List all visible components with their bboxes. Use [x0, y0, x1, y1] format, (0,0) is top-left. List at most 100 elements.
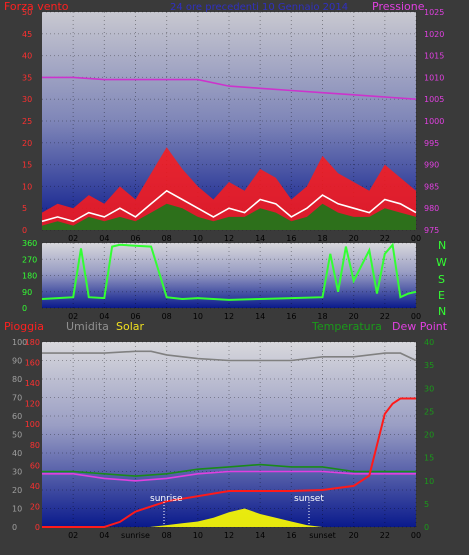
x-tick-label: 12 [224, 312, 234, 321]
x-tick-label: 00 [411, 531, 421, 540]
x-tick-label: 08 [162, 312, 172, 321]
y-rain-tick-label: 0 [35, 523, 40, 532]
y-rain-tick-label: 160 [25, 359, 40, 368]
y-left-tick-label: 0 [22, 304, 27, 313]
axes-labels: 02 04 06 08 10 12 14 16 18 20 22 000510152025303540… [12, 8, 444, 540]
x-tick-label: 16 [286, 531, 296, 540]
y-left-tick-label: 50 [22, 8, 32, 17]
y-rain-tick-label: 180 [25, 338, 40, 347]
y-rain-tick-label: 20 [30, 502, 40, 511]
x-tick-label: 12 [224, 531, 234, 540]
x-tick-label: 18 [317, 312, 327, 321]
label-pressione: Pressione [372, 0, 425, 13]
series-line [42, 76, 417, 100]
panel3-series [42, 350, 417, 528]
y-rain-tick-label: 100 [25, 420, 40, 429]
y-left-tick-label: 100 [12, 338, 27, 347]
x-tick-label: 20 [349, 234, 359, 243]
y-right-tick-label: 1025 [424, 8, 444, 17]
label-pioggia: Pioggia [4, 320, 44, 333]
y-left-tick-label: 20 [12, 486, 22, 495]
series-line [41, 189, 417, 223]
series-line [42, 350, 417, 362]
x-tick-label: 10 [193, 234, 203, 243]
y-right-tick-label: 20 [424, 431, 434, 440]
y-left-tick-label: 30 [22, 95, 32, 104]
sunrise-label: sunrise [150, 494, 183, 504]
y-right-tick-label: 1015 [424, 52, 444, 61]
x-tick-label: 22 [380, 234, 390, 243]
x-tick-label: 20 [349, 531, 359, 540]
label-title-date: 24 ore precedenti 10 Gennaio 2014 [170, 2, 348, 13]
y-left-tick-label: 35 [22, 73, 32, 82]
series-area [42, 508, 416, 527]
x-tick-label: 14 [255, 312, 265, 321]
y-right-tick-label: 5 [424, 500, 429, 509]
label-forza-vento: Forza vento [4, 0, 69, 13]
y-left-tick-label: 5 [22, 204, 27, 213]
y-right-tick-label: 10 [424, 477, 434, 486]
panel2-grid [42, 242, 417, 309]
x-tick-label: 08 [162, 531, 172, 540]
x-tick-label: 00 [411, 312, 421, 321]
y-left-tick-label: 180 [22, 272, 37, 281]
label-umidita: Umidita [66, 320, 109, 333]
y-left-tick-label: 15 [22, 161, 32, 170]
y-rain-tick-label: 140 [25, 379, 40, 388]
y-left-tick-label: 70 [12, 394, 22, 403]
y-left-tick-label: 10 [22, 182, 32, 191]
y-left-tick-label: 60 [12, 412, 22, 421]
y-right-tick-label: 995 [424, 139, 439, 148]
y-rain-tick-label: 60 [30, 461, 40, 470]
x-tick-label: 08 [162, 234, 172, 243]
x-tick-label: 10 [193, 312, 203, 321]
x-tick-label: 02 [68, 234, 78, 243]
y-left-tick-label: 90 [22, 288, 32, 297]
x-tick-label: 16 [286, 312, 296, 321]
panel3-grid [42, 341, 417, 528]
y-right-tick-label: 1010 [424, 73, 444, 82]
y-left-tick-label: 90 [12, 357, 22, 366]
x-tick-label: sunset [309, 531, 336, 540]
panel3-plot [42, 342, 416, 527]
x-tick-label: 12 [224, 234, 234, 243]
series-area [42, 203, 416, 230]
y-left-tick-label: 30 [12, 468, 22, 477]
x-tick-label: 20 [349, 312, 359, 321]
series-line [41, 242, 417, 301]
x-tick-label: 06 [130, 234, 140, 243]
x-tick-label: 00 [411, 234, 421, 243]
x-tick-label: 04 [99, 312, 109, 321]
x-tick-label: sunrise [121, 531, 150, 540]
y-right-tick-label: 25 [424, 407, 434, 416]
series-line [42, 463, 416, 477]
x-tick-label: 22 [380, 531, 390, 540]
y-left-tick-label: 10 [12, 505, 22, 514]
compass-n-top: N [438, 239, 446, 252]
y-right-tick-label: 980 [424, 204, 439, 213]
x-tick-label: 22 [380, 312, 390, 321]
series-line [42, 397, 416, 528]
x-tick-label: 16 [286, 234, 296, 243]
y-left-tick-label: 80 [12, 375, 22, 384]
y-left-tick-label: 45 [22, 30, 32, 39]
y-left-tick-label: 40 [12, 449, 22, 458]
x-tick-label: 14 [255, 234, 265, 243]
panel1-series [41, 76, 417, 230]
compass-w: W [436, 256, 447, 269]
y-right-tick-label: 15 [424, 454, 434, 463]
y-right-tick-label: 35 [424, 361, 434, 370]
series-line [42, 470, 416, 482]
y-right-tick-label: 1020 [424, 30, 444, 39]
y-left-tick-label: 360 [22, 239, 37, 248]
y-left-tick-label: 0 [12, 523, 17, 532]
panel2-series [41, 242, 417, 301]
label-temperatura: Temperatura [311, 320, 382, 333]
label-dew-point: Dew Point [392, 320, 448, 333]
y-rain-tick-label: 80 [30, 441, 40, 450]
y-left-tick-label: 50 [12, 431, 22, 440]
y-right-tick-label: 975 [424, 226, 439, 235]
y-right-tick-label: 1005 [424, 95, 444, 104]
